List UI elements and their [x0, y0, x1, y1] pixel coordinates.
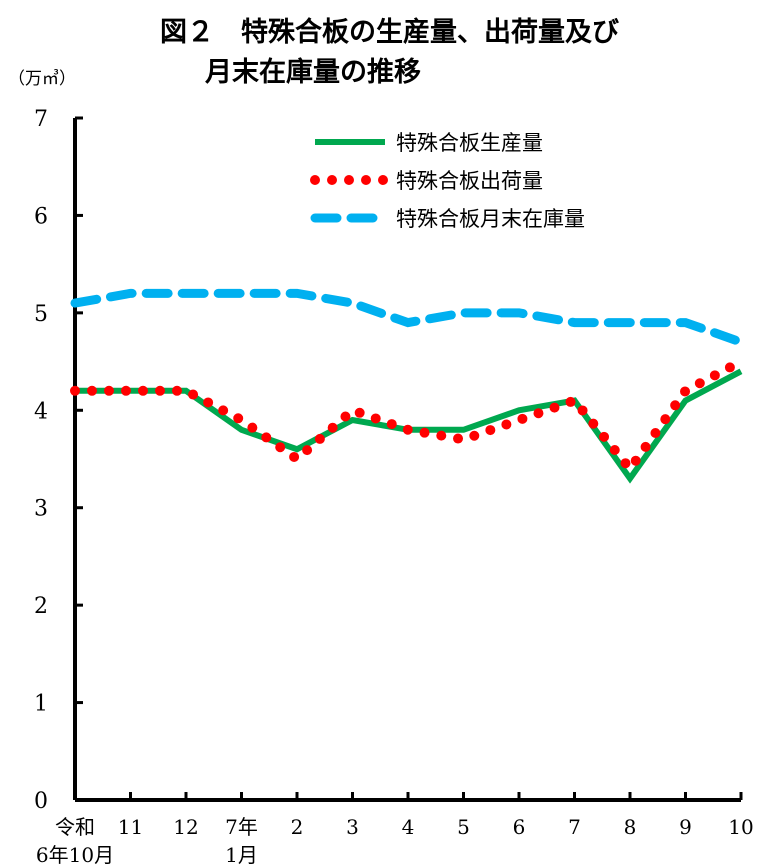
y-tick-label: 1 — [34, 692, 48, 717]
y-tick-label: 4 — [34, 399, 48, 424]
chart-title-line2: 月末在庫量の推移 — [205, 57, 421, 88]
x-tick-label-sub: 6年10月 — [36, 843, 114, 867]
x-tick-label: 7年 — [225, 815, 258, 839]
y-tick-label: 6 — [34, 204, 48, 229]
series-line-dashed — [70, 288, 746, 347]
y-tick-label: 0 — [34, 789, 48, 814]
x-tick-label: 5 — [457, 815, 470, 839]
x-tick-label: 7 — [568, 815, 581, 839]
x-tick-label: 11 — [118, 815, 143, 839]
x-tick-label: 10 — [728, 815, 753, 839]
y-tick-label: 7 — [34, 107, 48, 132]
y-tick-label: 5 — [34, 302, 48, 327]
x-tick-label: 4 — [402, 815, 415, 839]
x-tick-label: 2 — [291, 815, 304, 839]
x-tick-label: 令和 — [55, 815, 95, 839]
legend-label: 特殊合板出荷量 — [396, 169, 543, 193]
x-tick-label: 8 — [624, 815, 637, 839]
x-tick-label: 6 — [513, 815, 526, 839]
x-tick-label: 3 — [346, 815, 359, 839]
x-tick-label-sub: 1月 — [225, 843, 258, 867]
chart-title-line1: 図２ 特殊合板の生産量、出荷量及び — [160, 17, 619, 48]
y-tick-label: 2 — [34, 594, 48, 619]
y-axis-unit: （万㎥） — [8, 69, 76, 89]
legend-label: 特殊合板月末在庫量 — [396, 207, 585, 231]
series-line-dotted — [70, 356, 746, 477]
x-tick-label: 12 — [173, 815, 198, 839]
y-tick-label: 3 — [34, 497, 48, 522]
legend-label: 特殊合板生産量 — [396, 131, 543, 155]
x-tick-label: 9 — [679, 815, 692, 839]
